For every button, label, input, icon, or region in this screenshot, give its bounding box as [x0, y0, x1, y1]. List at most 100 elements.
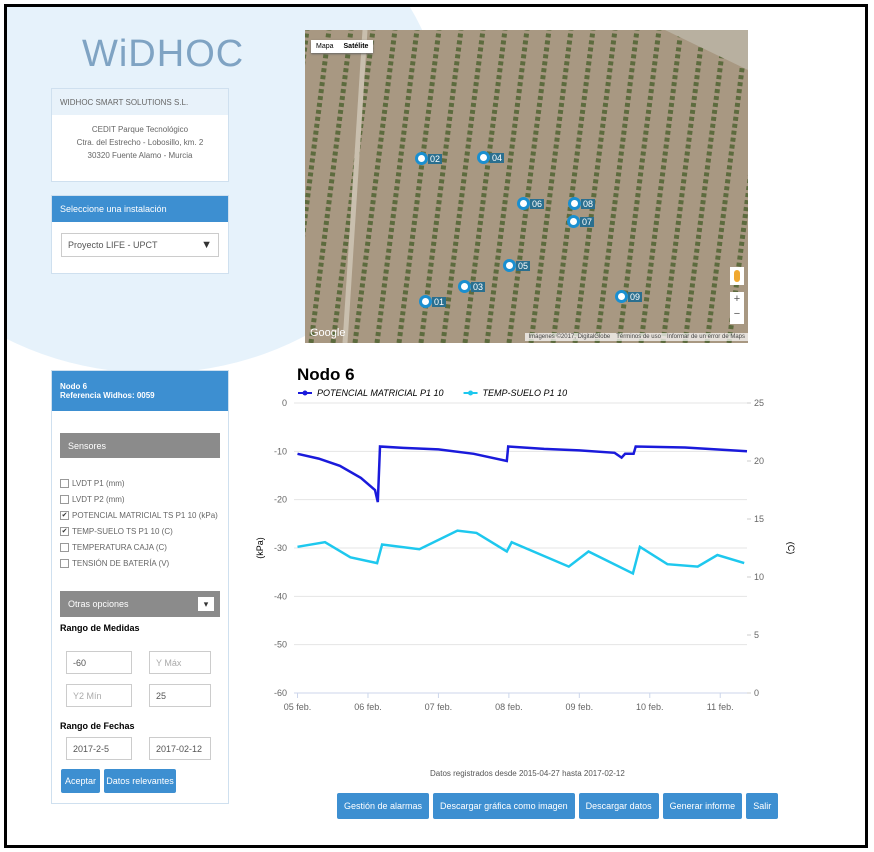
marker-icon: [615, 290, 628, 303]
checkbox[interactable]: [60, 479, 69, 488]
footer-button[interactable]: Gestión de alarmas: [337, 793, 429, 819]
legend-marker: [468, 391, 473, 396]
zoom-in[interactable]: +: [730, 292, 744, 307]
marker-label: 02: [428, 154, 442, 164]
marker-label: 03: [471, 282, 485, 292]
marker-label: 08: [581, 199, 595, 209]
x-tick-label: 09 feb.: [566, 702, 594, 712]
installation-box: Seleccione una instalación Proyecto LIFE…: [51, 195, 229, 274]
window: WiDHOC WIDHOC SMART SOLUTIONS S.L. CEDIT…: [4, 4, 868, 848]
satellite-view: [305, 30, 748, 343]
installation-select[interactable]: Proyecto LIFE - UPCT▼: [61, 233, 219, 257]
map-marker[interactable]: 04: [477, 151, 504, 164]
map-marker[interactable]: 03: [458, 280, 485, 293]
series-line: [298, 447, 748, 503]
marker-label: 01: [432, 297, 446, 307]
y-tick-label: -30: [274, 543, 287, 553]
marker-icon: [477, 151, 490, 164]
date-from[interactable]: 2017-2-5: [66, 737, 132, 760]
attribution: Imágenes ©2017, DigitalGlobeTérminos de …: [525, 333, 748, 341]
node-reference: Referencia Widhos: 0059: [60, 391, 155, 400]
footer-button[interactable]: Generar informe: [663, 793, 743, 819]
sensor-label: LVDT P2 (mm): [72, 495, 125, 504]
marker-label: 07: [580, 217, 594, 227]
marker-label: 04: [490, 153, 504, 163]
map-marker[interactable]: 06: [517, 197, 544, 210]
legend-label[interactable]: POTENCIAL MATRICIAL P1 10: [317, 388, 444, 398]
sensor-label: LVDT P1 (mm): [72, 479, 125, 488]
zoom-control: +−: [730, 292, 744, 324]
map-marker[interactable]: 08: [568, 197, 595, 210]
legend-label[interactable]: TEMP-SUELO P1 10: [483, 388, 568, 398]
map-marker[interactable]: 01: [419, 295, 446, 308]
google-logo: Google: [310, 327, 345, 339]
address-line: 30320 Fuente Alamo - Murcia: [52, 149, 228, 162]
y-tick-label: -20: [274, 495, 287, 505]
address-line: Ctra. del Estrecho - Lobosillo, km. 2: [52, 136, 228, 149]
footer-button[interactable]: Descargar datos: [579, 793, 659, 819]
y-tick-label: -40: [274, 591, 287, 601]
selected-installation: Proyecto LIFE - UPCT: [68, 240, 158, 250]
checkbox[interactable]: ✔: [60, 527, 69, 536]
options-header[interactable]: Otras opciones▾: [60, 591, 220, 617]
marker-icon: [503, 259, 516, 272]
y2-max-input[interactable]: 25: [149, 684, 211, 707]
map-button[interactable]: Mapa: [311, 40, 339, 53]
sensor-item[interactable]: LVDT P1 (mm): [60, 475, 218, 491]
y-max-input[interactable]: Y Máx: [149, 651, 211, 674]
y2-tick-label: 20: [754, 456, 764, 466]
marker-icon: [568, 197, 581, 210]
zoom-out[interactable]: −: [730, 307, 744, 322]
company-name: WIDHOC SMART SOLUTIONS S.L.: [52, 89, 228, 115]
footer-button[interactable]: Descargar gráfica como imagen: [433, 793, 575, 819]
sensor-label: TEMPERATURA CAJA (C): [72, 543, 167, 552]
sensor-item[interactable]: ✔POTENCIAL MATRICIAL TS P1 10 (kPa): [60, 507, 218, 523]
x-tick-label: 07 feb.: [425, 702, 453, 712]
pegman[interactable]: [730, 267, 744, 285]
relevant-data-button[interactable]: Datos relevantes: [104, 769, 176, 793]
map-marker[interactable]: 09: [615, 290, 642, 303]
sensor-item[interactable]: LVDT P2 (mm): [60, 491, 218, 507]
y2-tick-label: 25: [754, 398, 764, 408]
y2-tick-label: 10: [754, 572, 764, 582]
address: CEDIT Parque TecnológicoCtra. del Estrec…: [52, 115, 228, 162]
y2-min-input[interactable]: Y2 Mín: [66, 684, 132, 707]
dates-label: Rango de Fechas: [60, 721, 135, 731]
x-tick-label: 10 feb.: [636, 702, 664, 712]
x-tick-label: 06 feb.: [354, 702, 382, 712]
marker-icon: [415, 152, 428, 165]
sensor-item[interactable]: ✔TEMP-SUELO TS P1 10 (C): [60, 523, 218, 539]
checkbox[interactable]: ✔: [60, 511, 69, 520]
x-tick-label: 05 feb.: [284, 702, 312, 712]
map-type: Mapa Satélite: [311, 40, 373, 53]
y-tick-label: -10: [274, 446, 287, 456]
map-marker[interactable]: 05: [503, 259, 530, 272]
map-marker[interactable]: 07: [567, 215, 594, 228]
checkbox[interactable]: [60, 495, 69, 504]
footer-button[interactable]: Salir: [746, 793, 778, 819]
node-box: Nodo 6 Referencia Widhos: 0059 Sensores …: [51, 370, 229, 804]
series-line: [298, 531, 745, 574]
marker-icon: [458, 280, 471, 293]
x-tick-label: 11 feb.: [707, 702, 734, 712]
company-box: WIDHOC SMART SOLUTIONS S.L. CEDIT Parque…: [51, 88, 229, 182]
address-line: CEDIT Parque Tecnológico: [52, 123, 228, 136]
page: WiDHOC WIDHOC SMART SOLUTIONS S.L. CEDIT…: [0, 0, 874, 852]
sensor-item[interactable]: TENSIÓN DE BATERÍA (V): [60, 555, 218, 571]
checkbox[interactable]: [60, 543, 69, 552]
sensor-label: TEMP-SUELO TS P1 10 (C): [72, 527, 173, 536]
date-to[interactable]: 2017-02-12: [149, 737, 211, 760]
marker-icon: [567, 215, 580, 228]
y-min-input[interactable]: -60: [66, 651, 132, 674]
data-range-note: Datos registrados desde 2015-04-27 hasta…: [430, 769, 625, 778]
satellite-button[interactable]: Satélite: [339, 40, 374, 53]
y-tick-label: 0: [282, 398, 287, 408]
sensor-label: POTENCIAL MATRICIAL TS P1 10 (kPa): [72, 511, 218, 520]
accept-button[interactable]: Aceptar: [61, 769, 100, 793]
report-link[interactable]: Informar de un error de Maps: [667, 334, 745, 340]
sensor-item[interactable]: TEMPERATURA CAJA (C): [60, 539, 218, 555]
map-marker[interactable]: 02: [415, 152, 442, 165]
checkbox[interactable]: [60, 559, 69, 568]
terms-link[interactable]: Términos de uso: [616, 334, 661, 340]
